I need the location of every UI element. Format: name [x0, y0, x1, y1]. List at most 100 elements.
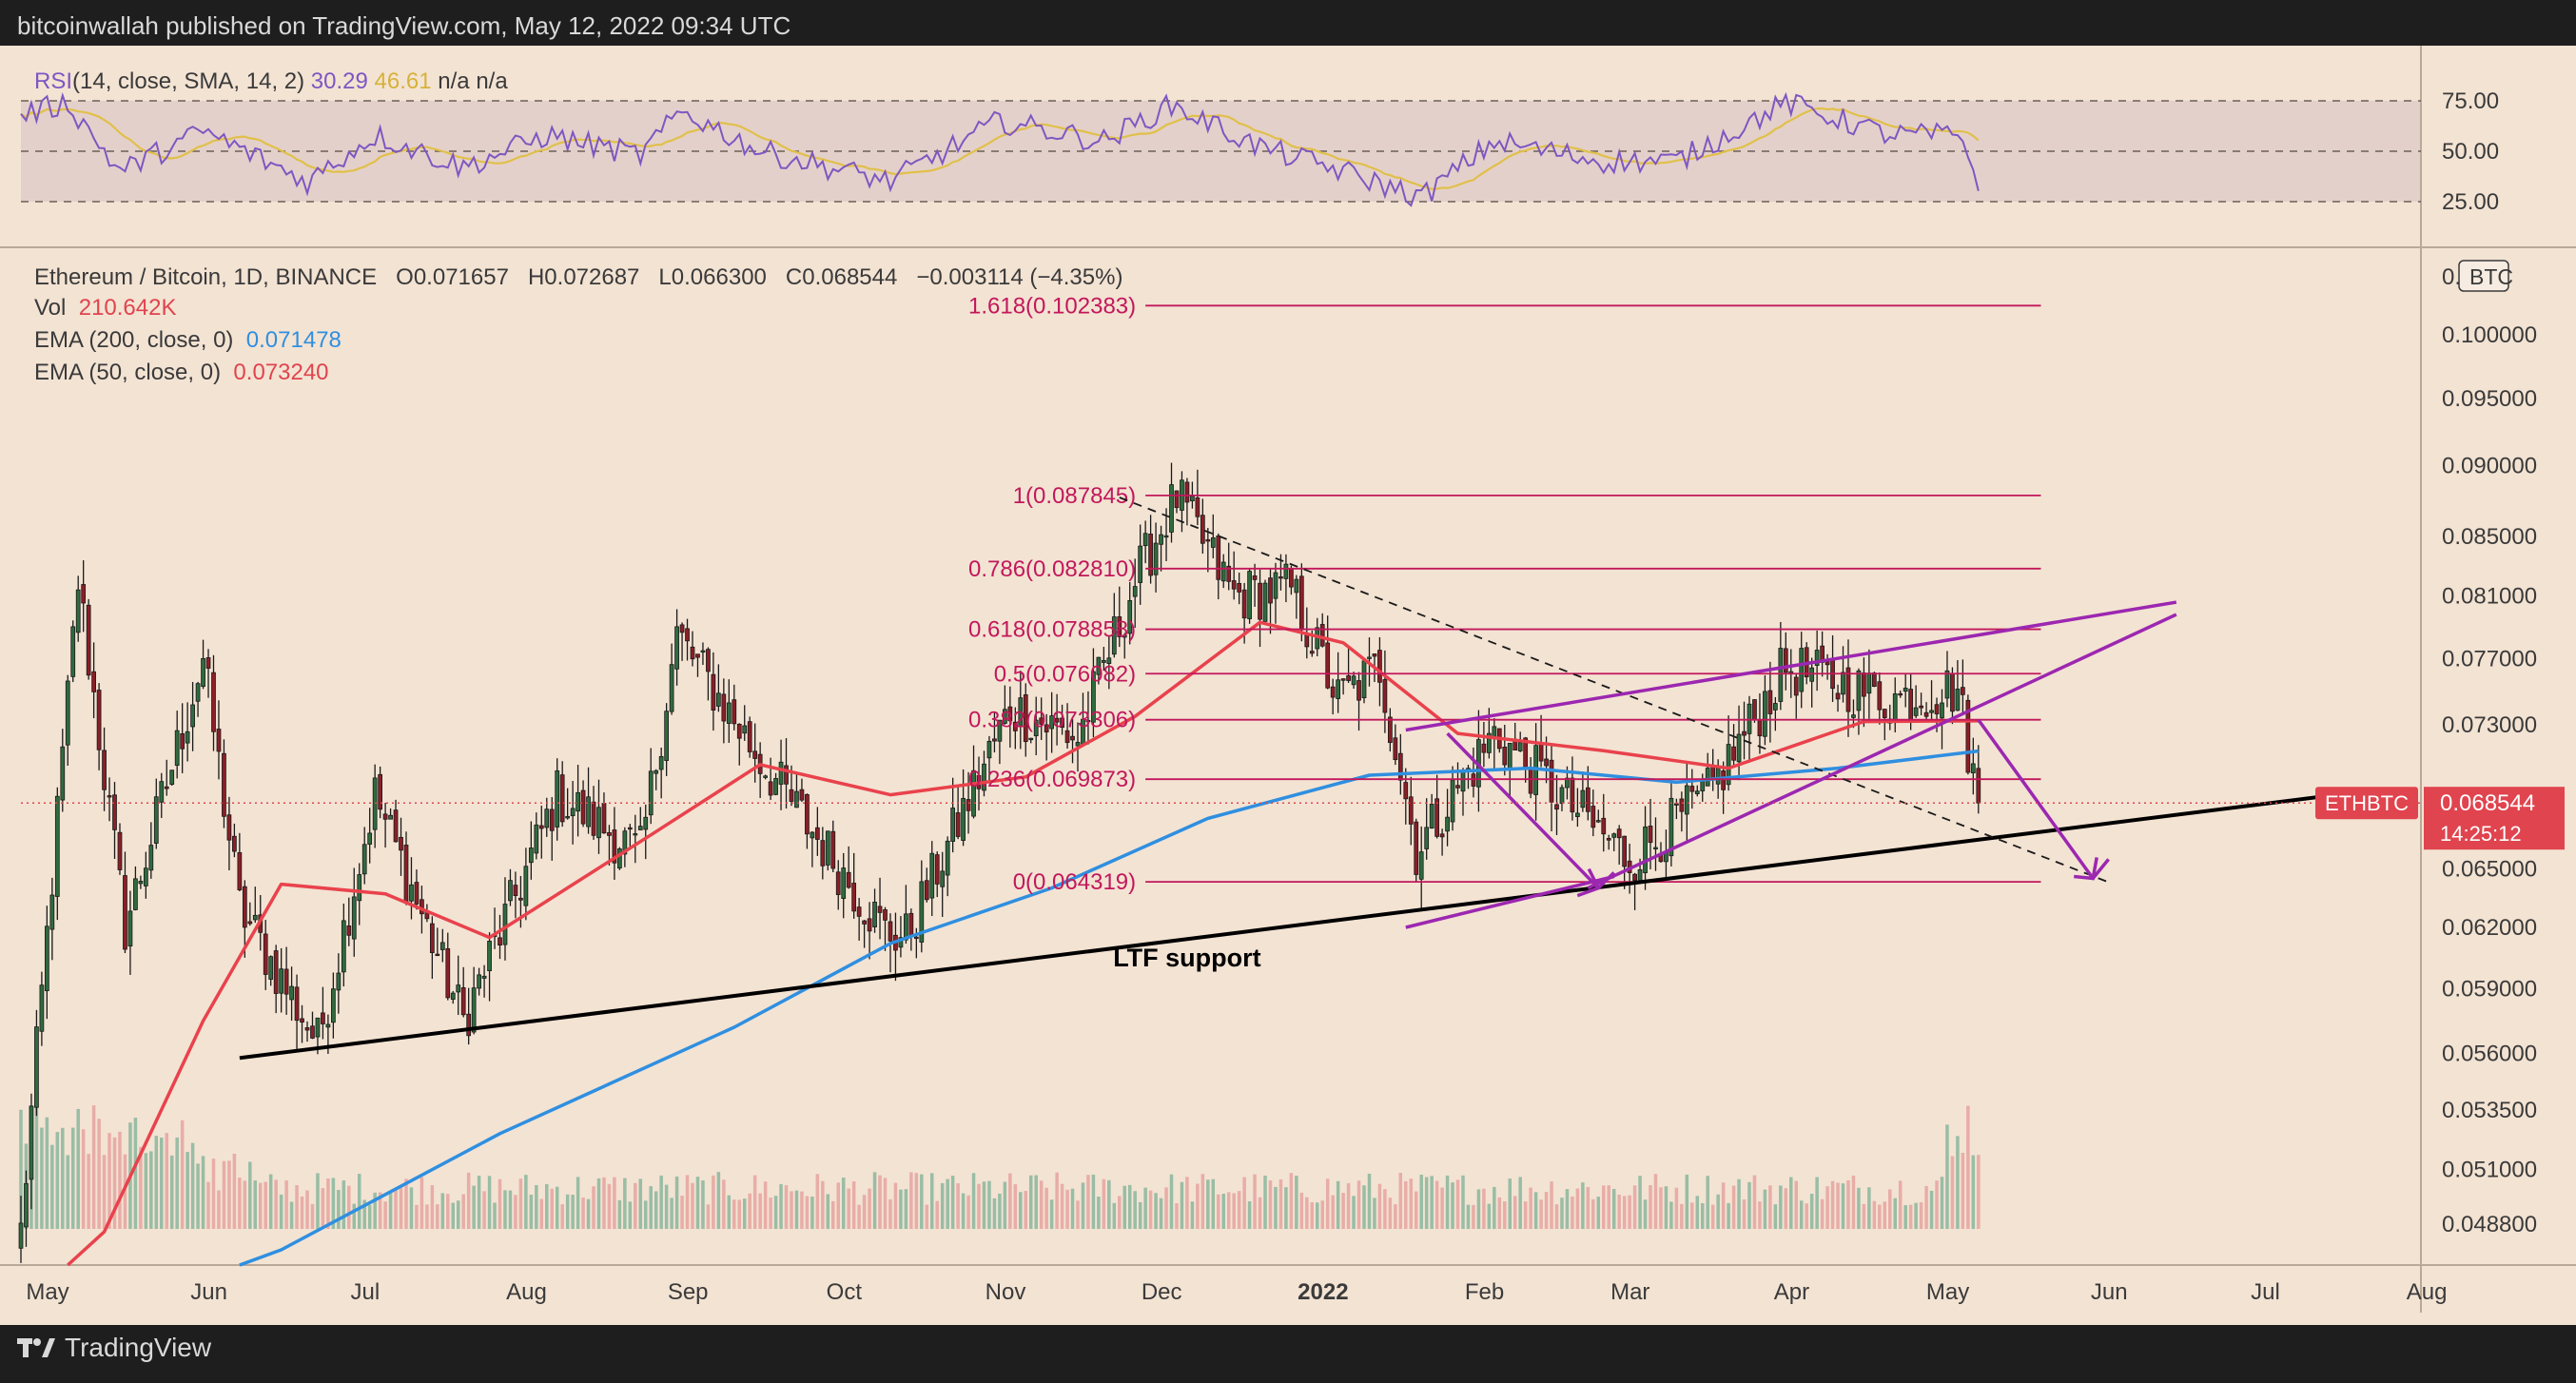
symbol-legend: Ethereum / Bitcoin, 1D, BINANCE O0.07165…: [34, 264, 1122, 291]
candle-down: [96, 690, 102, 750]
candle-down: [205, 657, 211, 669]
time-tick-label: Jul: [2251, 1279, 2280, 1305]
volume-bar: [1908, 1204, 1913, 1229]
candle-down: [1148, 534, 1153, 576]
volume-bar: [1554, 1204, 1559, 1229]
candle-down: [378, 773, 382, 810]
volume-bar: [503, 1190, 507, 1229]
volume-bar: [623, 1178, 627, 1229]
candle-up: [1085, 719, 1091, 723]
candle-up: [1283, 563, 1289, 579]
symbol-badge[interactable]: [2315, 787, 2418, 820]
volume-bar: [935, 1200, 939, 1229]
volume-bar: [1430, 1176, 1434, 1229]
volume-bar: [1394, 1204, 1397, 1229]
candle-down: [690, 646, 695, 660]
volume-bar: [769, 1198, 772, 1229]
volume-bar: [722, 1179, 726, 1229]
volume-bar: [45, 1117, 49, 1229]
volume-bar: [1747, 1181, 1751, 1229]
volume-bar: [76, 1108, 80, 1229]
volume-bar: [940, 1182, 945, 1229]
candle-down: [1278, 576, 1283, 579]
volume-bar: [1695, 1196, 1700, 1229]
footer-brand[interactable]: TradingView: [17, 1333, 211, 1363]
candle-down: [399, 836, 403, 851]
volume-bar: [61, 1127, 65, 1229]
candle-down: [1679, 798, 1685, 812]
candle-up: [1101, 659, 1106, 663]
volume-bar: [1331, 1195, 1335, 1229]
candle-down: [1616, 828, 1622, 839]
volume-bar: [862, 1195, 867, 1229]
fib-level-label: 0(0.064319): [1013, 869, 1136, 895]
volume-bar: [1851, 1176, 1856, 1229]
fib-level-label: 1(0.087845): [1013, 483, 1136, 509]
candle-down: [830, 830, 836, 869]
candle-down: [1241, 589, 1247, 619]
time-tick-label: 2022: [1298, 1279, 1348, 1305]
candle-up: [715, 692, 721, 707]
candle-down: [435, 953, 440, 957]
volume-bar: [1434, 1180, 1439, 1229]
volume-bar: [1352, 1196, 1356, 1229]
volume-bar: [1872, 1200, 1877, 1229]
candle-up: [742, 725, 748, 734]
symbol-badge-text: ETHBTC: [2325, 791, 2409, 815]
time-tick-label: Oct: [827, 1279, 863, 1305]
volume-bar: [415, 1204, 419, 1229]
pattern-lower-leg[interactable]: [1405, 874, 1615, 929]
candle-up: [986, 740, 992, 759]
candle-down: [226, 814, 232, 841]
volume-bar: [1518, 1177, 1522, 1229]
volume-bar: [1206, 1179, 1210, 1229]
candle-up: [596, 807, 601, 839]
volume-bar: [123, 1154, 127, 1229]
volume-bar: [1622, 1196, 1627, 1229]
volume-bar: [268, 1174, 273, 1229]
candle-down: [706, 649, 711, 672]
candle-down: [164, 786, 169, 789]
wedge-upper-line[interactable]: [1405, 600, 2177, 732]
time-tick-label: Mar: [1610, 1279, 1649, 1305]
volume-bar: [81, 1129, 86, 1229]
wedge-lower-line[interactable]: [1587, 613, 2177, 890]
volume-bar: [1945, 1124, 1949, 1229]
volume-bar: [518, 1178, 523, 1229]
candle-down: [736, 723, 742, 739]
volume-bar: [893, 1182, 898, 1229]
descending-trendline[interactable]: [1119, 497, 2109, 884]
candle-up: [279, 968, 284, 994]
ltf-support-line[interactable]: [239, 787, 2380, 1061]
volume-bar: [909, 1172, 913, 1229]
fib-level-label: 1.618(0.102383): [968, 293, 1136, 319]
volume-bar: [1060, 1183, 1064, 1229]
candle-down: [1757, 719, 1763, 737]
candle-up: [148, 845, 154, 871]
volume-bar: [925, 1204, 929, 1229]
candle-up: [726, 702, 732, 724]
time-tick-label: Jul: [351, 1279, 381, 1305]
currency-badge: [2458, 260, 2509, 292]
candle-down: [747, 721, 752, 752]
candle-up: [24, 1182, 29, 1228]
volume-bar: [966, 1195, 970, 1229]
candle-up: [1580, 789, 1586, 808]
volume-bar: [607, 1183, 612, 1229]
volume-bar: [1409, 1178, 1414, 1229]
volume-bar: [868, 1188, 871, 1229]
volume-bar: [779, 1183, 783, 1229]
volume-bar: [1217, 1194, 1220, 1229]
candle-up: [18, 1222, 24, 1249]
candle-up: [65, 680, 70, 746]
volume-bar: [331, 1178, 336, 1229]
volume-bar: [1404, 1180, 1408, 1229]
volume-bar: [201, 1156, 205, 1229]
candle-up: [1033, 719, 1039, 737]
candle-up: [1351, 675, 1356, 686]
candle-down: [273, 950, 279, 994]
candle-up: [778, 761, 784, 785]
candle-up: [1851, 714, 1856, 718]
vol-value: 210.642K: [78, 295, 177, 321]
